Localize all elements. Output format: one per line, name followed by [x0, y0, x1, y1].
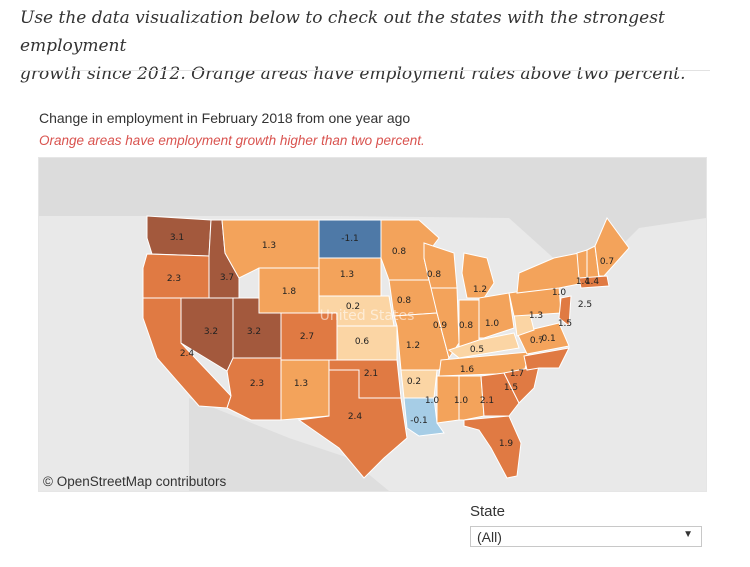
label-or: 2.3	[167, 274, 181, 284]
label-pa: 1.3	[529, 311, 543, 321]
label-va: 0.7	[530, 336, 544, 346]
state-ky[interactable]	[447, 332, 520, 359]
mexico-land	[189, 398, 389, 491]
map-attribution: © OpenStreetMap contributors	[43, 474, 227, 489]
state-nc[interactable]	[523, 347, 570, 371]
label-ut: 3.2	[247, 327, 261, 337]
label-la: -0.1	[410, 416, 428, 426]
label-fl: 1.9	[499, 439, 514, 449]
label-nc: 1.7	[510, 369, 524, 379]
label-mi: 1.2	[473, 285, 487, 295]
label-oh: 1.0	[485, 319, 500, 329]
intro-line-1: Use the data visualization below to chec…	[20, 8, 665, 56]
label-wa: 3.1	[170, 233, 184, 243]
label-ar: 0.2	[407, 377, 421, 387]
label-az: 2.3	[250, 379, 264, 389]
label-ia: 0.8	[397, 296, 412, 306]
label-ga: 2.1	[480, 396, 494, 406]
label-sc: 1.5	[504, 383, 518, 393]
state-la[interactable]	[403, 397, 445, 437]
map-svg[interactable]: United States 3.1 2.3 2.4 3.7 3.2 3.2 2.…	[39, 158, 706, 491]
label-mt: 1.3	[262, 241, 276, 251]
state-oh[interactable]	[478, 292, 515, 339]
label-ms: 1.0	[425, 396, 440, 406]
label-sd: 1.3	[340, 270, 354, 280]
divider	[20, 70, 710, 71]
state-nj[interactable]	[558, 295, 572, 327]
label-ma: 2.5	[578, 300, 592, 310]
intro-text: Use the data visualization below to chec…	[20, 4, 735, 88]
label-il: 0.9	[433, 321, 448, 331]
us-watermark: United States	[320, 308, 415, 324]
state-az[interactable]	[226, 357, 282, 421]
label-ks: 0.6	[355, 337, 370, 347]
label-tx: 2.4	[348, 412, 363, 422]
label-nd: -1.1	[341, 234, 359, 244]
label-ok: 2.1	[364, 369, 378, 379]
state-filter-value: (All)	[477, 529, 502, 545]
label-al: 1.0	[454, 396, 469, 406]
label-ca: 2.4	[180, 349, 195, 359]
label-me: 0.7	[600, 257, 614, 267]
label-tn: 1.6	[460, 365, 475, 375]
label-in: 0.8	[459, 321, 474, 331]
label-nh: 1.4	[585, 277, 600, 287]
choropleth-map[interactable]: United States 3.1 2.3 2.4 3.7 3.2 3.2 2.…	[38, 157, 707, 492]
label-wy: 1.8	[282, 287, 297, 297]
label-nj: 1.5	[558, 319, 572, 329]
label-ny: 1.0	[552, 288, 567, 298]
dropdown-arrow-icon: ▼	[683, 529, 693, 540]
label-nm: 1.3	[294, 379, 308, 389]
state-ma[interactable]	[578, 275, 610, 289]
label-id: 3.7	[220, 273, 234, 283]
viz-title: Change in employment in February 2018 fr…	[39, 110, 411, 126]
viz-subtitle: Orange areas have employment growth high…	[39, 133, 425, 148]
label-wv: -0.1	[538, 334, 556, 344]
label-mn: 0.8	[392, 247, 407, 257]
state-tx[interactable]	[297, 369, 408, 479]
state-me[interactable]	[594, 216, 630, 277]
label-ky: 0.5	[470, 345, 484, 355]
state-al[interactable]	[458, 375, 485, 421]
state-fl[interactable]	[463, 415, 522, 479]
label-nv: 3.2	[204, 327, 218, 337]
state-nm[interactable]	[280, 359, 330, 421]
canada-land	[39, 158, 706, 268]
label-ne: 0.2	[346, 302, 360, 312]
label-co: 2.7	[300, 332, 314, 342]
state-filter-label: State	[470, 503, 506, 520]
state-ga[interactable]	[480, 372, 520, 417]
label-vt: 1.4	[576, 277, 591, 287]
state-vt[interactable]	[576, 249, 588, 279]
state-filter-dropdown[interactable]: (All) ▼	[470, 526, 702, 547]
intro-line-2: growth since 2012. Orange areas have emp…	[20, 64, 686, 84]
label-mo: 1.2	[406, 341, 420, 351]
label-wi: 0.8	[427, 270, 442, 280]
